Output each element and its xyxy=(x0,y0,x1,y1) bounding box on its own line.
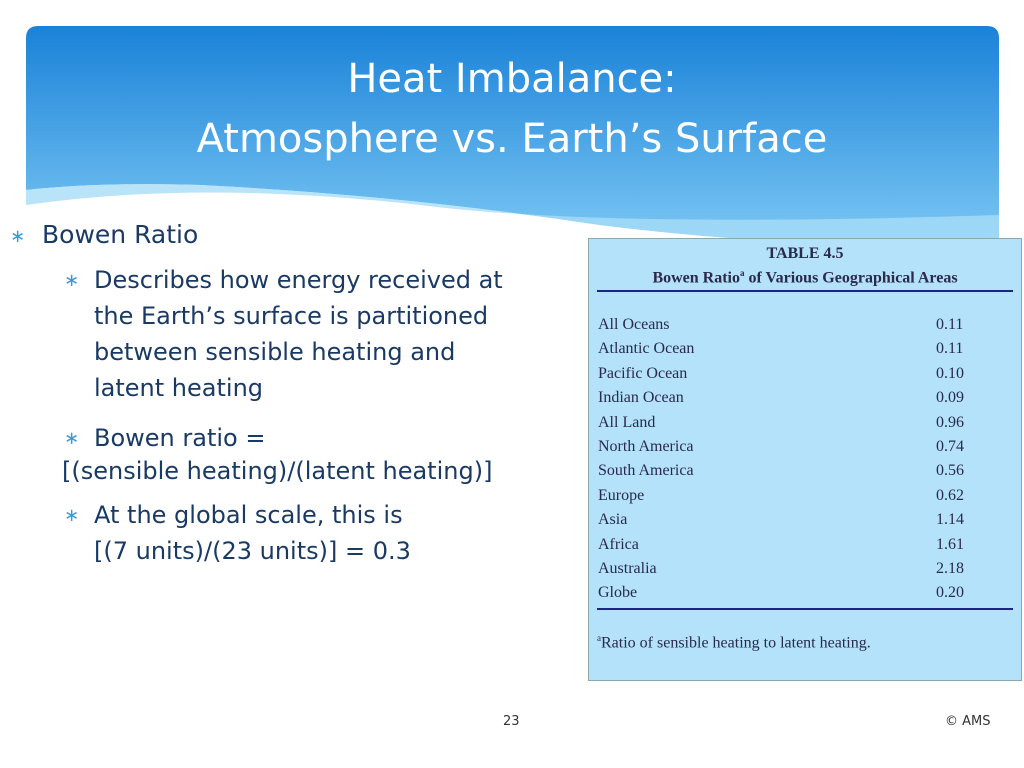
row-value: 0.56 xyxy=(936,462,964,480)
bullet-icon: ∗ xyxy=(64,270,80,291)
row-label: Europe xyxy=(598,486,645,504)
row-value: 1.14 xyxy=(936,511,964,529)
copyright: © AMS xyxy=(945,714,991,729)
row-value: 0.09 xyxy=(936,389,964,407)
row-label: All Oceans xyxy=(598,316,670,333)
row-label: Pacific Ocean xyxy=(598,364,688,382)
title-line: Atmosphere vs. Earth’s Surface xyxy=(196,116,828,162)
row-value: 0.11 xyxy=(936,340,964,358)
row-label: Indian Ocean xyxy=(598,389,684,407)
row-label: Africa xyxy=(598,535,639,553)
row-value: 1.61 xyxy=(936,535,964,553)
table-footnote: aRatio of sensible heating to latent hea… xyxy=(597,633,871,652)
row-value: 2.18 xyxy=(936,560,964,577)
caption-text: Bowen Ratio xyxy=(652,269,740,287)
row-value: 0.10 xyxy=(936,364,964,382)
row-label: South America xyxy=(598,462,694,480)
page-number: 23 xyxy=(503,714,520,729)
row-value: 0.20 xyxy=(936,584,964,602)
title-line: Heat Imbalance: xyxy=(347,56,677,102)
bullet-text: the Earth’s surface is partitioned xyxy=(94,302,489,330)
bullet-text: [(sensible heating)/(latent heating)] xyxy=(62,457,493,485)
row-label: Globe xyxy=(598,584,638,602)
bullet-text: Bowen Ratio xyxy=(42,220,199,249)
row-value: 0.11 xyxy=(936,316,964,333)
table-caption: Bowen Ratioa of Various Geographical Are… xyxy=(589,268,1021,287)
table: TABLE 4.5 Bowen Ratioa of Various Geogra… xyxy=(588,238,1022,681)
bullet-icon: ∗ xyxy=(10,226,26,247)
row-label: North America xyxy=(598,438,694,455)
bullet-text: Describes how energy received at xyxy=(94,266,503,294)
row-label: Atlantic Ocean xyxy=(598,340,695,358)
row-value: 0.96 xyxy=(936,413,964,431)
row-value: 0.74 xyxy=(936,438,964,455)
row-value: 0.62 xyxy=(936,486,964,504)
caption-sup: a xyxy=(740,268,745,278)
row-label: Asia xyxy=(598,511,628,529)
bullet-text: At the global scale, this is xyxy=(94,501,403,529)
rule xyxy=(597,290,1013,292)
bullet-icon: ∗ xyxy=(64,428,80,449)
footnote-sup: a xyxy=(597,633,601,643)
rule xyxy=(597,608,1013,610)
bullet-text: Bowen ratio = xyxy=(94,424,266,452)
bullet-icon: ∗ xyxy=(64,505,80,526)
caption-text: of Various Geographical Areas xyxy=(744,269,958,287)
footnote-text: Ratio of sensible heating to latent heat… xyxy=(601,634,871,652)
bullet-text: latent heating xyxy=(94,374,264,402)
bullet-text: between sensible heating and xyxy=(94,338,456,366)
bullet-text: [(7 units)/(23 units)] = 0.3 xyxy=(94,537,411,565)
table-title: TABLE 4.5 xyxy=(766,245,844,262)
row-label: Australia xyxy=(598,560,657,577)
row-label: All Land xyxy=(598,413,656,431)
